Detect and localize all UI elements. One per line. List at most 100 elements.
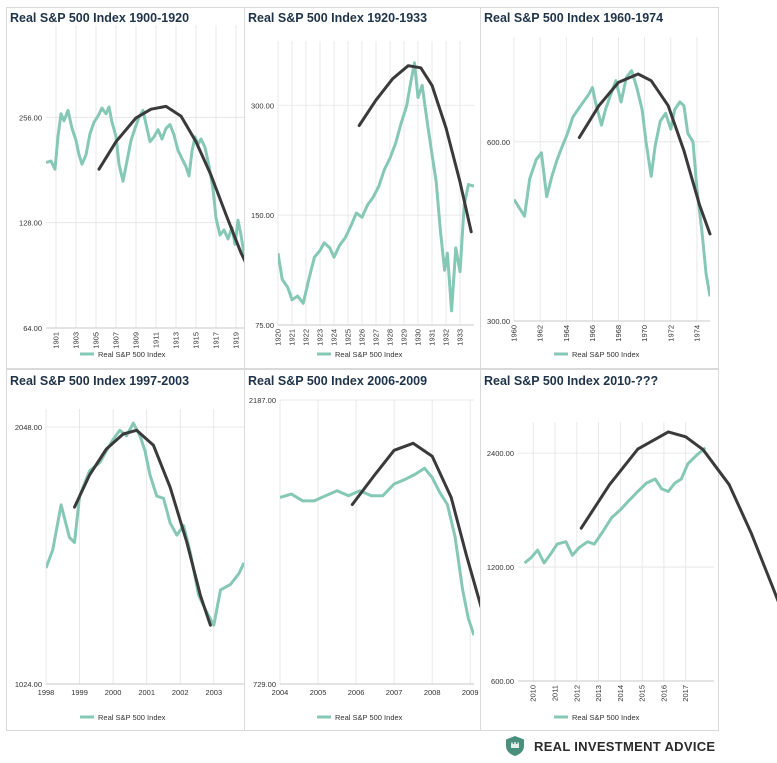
chart-title: Real S&P 500 Index 1997-2003 [10,374,189,388]
x-tick-label: 2003 [205,688,222,697]
chart-panel-1: Real S&P 500 Index 1900-1920 64.00 128.00 2… [6,7,248,369]
x-tick-label: 2008 [424,688,441,697]
x-tick-label: 2012 [572,685,581,702]
panel-border [6,7,245,369]
y-tick-label: 600.00 [491,677,514,686]
x-tick-label: 2011 [551,685,560,701]
x-tick-label: 1929 [400,329,409,346]
series-line-real-sp500 [46,421,244,627]
x-tick-label: 1909 [132,332,141,349]
x-tick-label: 1923 [316,329,325,346]
y-tick-label: 150.00 [251,211,274,220]
y-tick-label: 2187.00 [249,396,276,405]
x-tick-label: 2010 [529,685,538,702]
brand-logo: REAL INVESTMENT ADVICE [504,734,715,758]
x-tick-label: 1907 [112,332,121,349]
x-tick-label: 1927 [372,329,381,346]
trend-arc-line [579,430,777,603]
x-tick-label: 1970 [640,325,649,342]
x-tick-label: 1930 [414,329,423,346]
x-tick-label: 1966 [588,325,597,342]
x-tick-label: 1960 [510,325,519,342]
x-tick-label: 1901 [52,332,61,349]
x-tick-label: 2006 [348,688,365,697]
x-tick-label: 1920 [274,329,283,346]
chart-title: Real S&P 500 Index 2010-??? [484,374,658,388]
x-tick-label: 1933 [456,329,465,346]
x-tick-label: 1999 [71,688,88,697]
panel-border [244,369,481,731]
x-tick-label: 2009 [462,688,479,697]
panel-border [6,369,245,731]
series-line-real-sp500 [278,61,474,313]
trend-arc-line [350,441,491,637]
x-tick-label: 2014 [616,685,625,702]
x-tick-label: 1924 [330,329,339,346]
chart-title: Real S&P 500 Index 1900-1920 [10,11,189,25]
x-tick-label: 1925 [344,329,353,346]
panel-border [480,369,719,731]
legend-label: Real S&P 500 Index [572,713,640,722]
y-tick-label: 600.00 [487,138,510,147]
y-tick-label: 1200.00 [487,563,514,572]
legend-label: Real S&P 500 Index [572,350,640,359]
x-tick-label: 2007 [386,688,403,697]
legend-label: Real S&P 500 Index [335,350,403,359]
trend-arc-line [357,64,473,234]
y-tick-label: 300.00 [487,317,510,326]
chart-title: Real S&P 500 Index 2006-2009 [248,374,427,388]
x-tick-label: 2002 [172,688,189,697]
x-tick-label: 1931 [428,329,437,346]
x-tick-label: 2013 [594,685,603,702]
legend-label: Real S&P 500 Index [335,713,403,722]
x-tick-label: 1917 [212,332,221,349]
trend-arc-line [73,428,212,627]
y-tick-label: 1024.00 [15,680,42,689]
legend-label: Real S&P 500 Index [98,713,166,722]
chart-panel-5: Real S&P 500 Index 2006-2009 729.00 2187.0… [244,369,491,731]
y-tick-label: 75.00 [255,321,274,330]
y-tick-label: 128.00 [19,219,42,228]
series-line-real-sp500 [46,105,246,267]
x-tick-label: 1921 [288,329,297,346]
x-tick-label: 1915 [192,332,201,349]
x-tick-label: 1911 [152,332,161,348]
x-tick-label: 1962 [536,325,545,342]
trend-arc-line [97,104,248,265]
trend-arc-line [577,72,712,236]
brand-name: REAL INVESTMENT ADVICE [534,738,716,754]
shield-icon [506,736,524,756]
chart-panel-2: Real S&P 500 Index 1920-1933 75.00 150.00 3… [244,7,481,369]
x-tick-label: 2001 [138,688,155,697]
x-tick-label: 1922 [302,329,311,346]
x-tick-label: 1928 [386,329,395,346]
y-tick-label: 256.00 [19,113,42,122]
panel-border [480,7,719,369]
x-tick-label: 2005 [310,688,327,697]
chart-panel-6: Real S&P 500 Index 2010-??? 600.00 1200.00… [480,369,777,731]
series-line-real-sp500 [280,466,474,636]
panel-border [244,7,481,369]
x-tick-label: 2000 [105,688,122,697]
y-tick-label: 2400.00 [487,449,514,458]
x-tick-label: 1968 [614,325,623,342]
chart-title: Real S&P 500 Index 1920-1933 [248,11,427,25]
x-tick-label: 2017 [681,685,690,702]
x-tick-label: 1972 [666,325,675,342]
x-tick-label: 1905 [92,332,101,349]
y-tick-label: 300.00 [251,101,274,110]
y-tick-label: 2048.00 [15,423,42,432]
x-tick-label: 1913 [172,332,181,349]
x-tick-label: 2004 [272,688,289,697]
x-tick-label: 1998 [38,688,55,697]
x-tick-label: 1903 [72,332,81,349]
x-tick-label: 1974 [692,325,701,342]
chart-title: Real S&P 500 Index 1960-1974 [484,11,663,25]
series-line-real-sp500 [523,446,707,565]
series-line-real-sp500 [514,69,710,297]
x-tick-label: 2016 [659,685,668,702]
chart-panel-4: Real S&P 500 Index 1997-2003 1024.00 2048.… [6,369,245,731]
x-tick-label: 1926 [358,329,367,346]
x-tick-label: 1964 [562,325,571,342]
